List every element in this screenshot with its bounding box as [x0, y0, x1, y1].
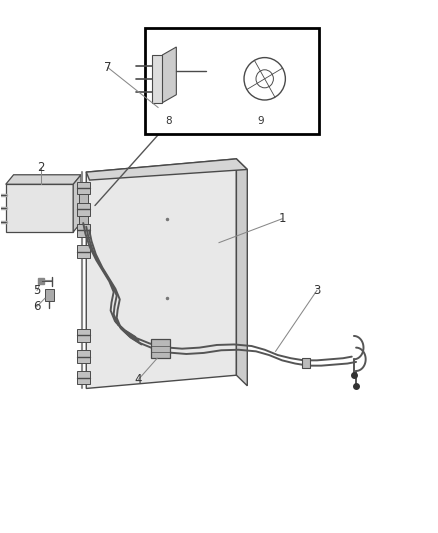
Bar [77, 245, 90, 258]
Text: 5: 5 [33, 284, 41, 297]
Bar [302, 358, 311, 368]
Text: 3: 3 [313, 284, 321, 297]
Bar [77, 350, 90, 363]
Bar [6, 184, 73, 232]
Text: 1: 1 [279, 212, 286, 225]
Polygon shape [152, 55, 162, 103]
Text: 4: 4 [135, 373, 142, 386]
Polygon shape [86, 159, 247, 180]
Text: 9: 9 [257, 116, 264, 126]
Bar [151, 339, 170, 358]
Polygon shape [86, 159, 237, 389]
Polygon shape [6, 175, 81, 184]
Bar [77, 203, 90, 216]
Bar [145, 28, 319, 134]
Text: 8: 8 [166, 116, 172, 126]
Bar [79, 191, 88, 207]
Text: 6: 6 [33, 300, 41, 313]
Polygon shape [162, 47, 177, 103]
Bar [45, 289, 53, 302]
Text: 7: 7 [104, 61, 112, 74]
Polygon shape [237, 159, 247, 386]
Bar [77, 182, 90, 195]
Polygon shape [73, 175, 81, 232]
Bar [77, 224, 90, 237]
Bar [77, 329, 90, 342]
Bar [77, 372, 90, 384]
Bar [79, 210, 88, 225]
Text: 2: 2 [37, 161, 44, 174]
